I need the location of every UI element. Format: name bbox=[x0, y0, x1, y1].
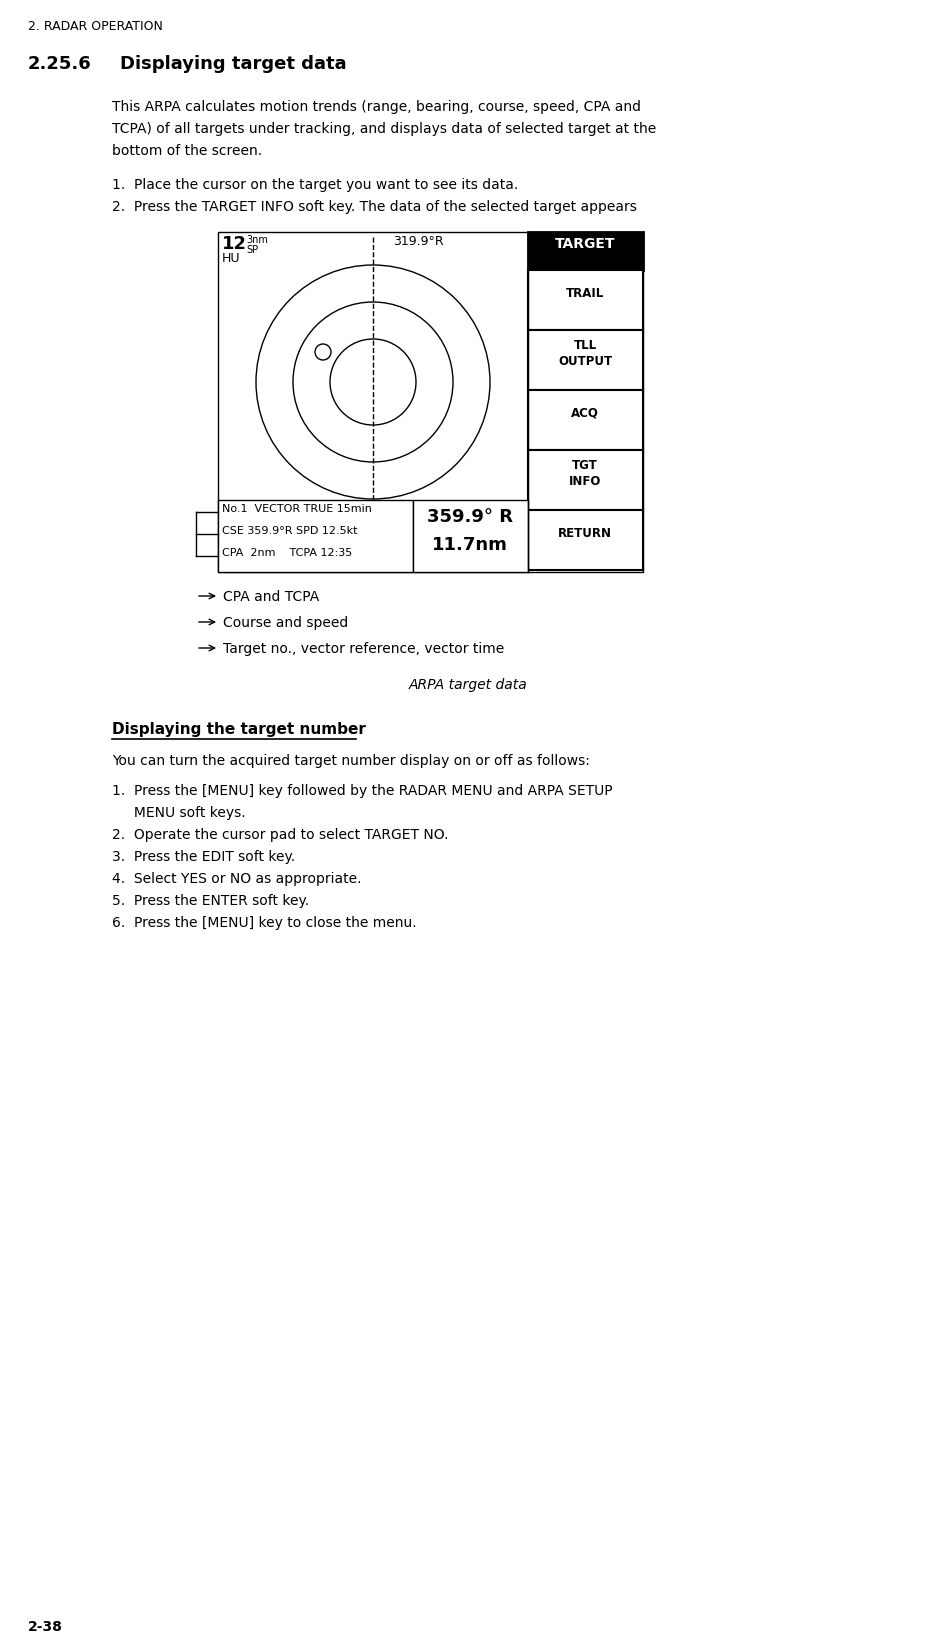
Text: CPA  2nm    TCPA 12:35: CPA 2nm TCPA 12:35 bbox=[222, 547, 352, 557]
Text: 2.25.6: 2.25.6 bbox=[28, 56, 92, 74]
Bar bbox=[218, 500, 413, 572]
Text: HU: HU bbox=[222, 252, 241, 265]
Text: Course and speed: Course and speed bbox=[223, 616, 348, 631]
Text: 359.9° R: 359.9° R bbox=[427, 508, 512, 526]
Text: SP: SP bbox=[246, 245, 257, 255]
Bar bbox=[218, 232, 642, 572]
Text: TGT
INFO: TGT INFO bbox=[568, 459, 601, 487]
Text: CPA and TCPA: CPA and TCPA bbox=[223, 590, 319, 605]
Text: 6.  Press the [MENU] key to close the menu.: 6. Press the [MENU] key to close the men… bbox=[112, 917, 417, 930]
Text: 4.  Select YES or NO as appropriate.: 4. Select YES or NO as appropriate. bbox=[112, 873, 361, 886]
Text: TARGET: TARGET bbox=[554, 237, 615, 252]
Text: ARPA target data: ARPA target data bbox=[408, 678, 527, 693]
Bar bbox=[528, 510, 642, 570]
Text: Target no., vector reference, vector time: Target no., vector reference, vector tim… bbox=[223, 642, 504, 655]
Text: 11.7nm: 11.7nm bbox=[431, 536, 507, 554]
Text: Displaying the target number: Displaying the target number bbox=[112, 722, 365, 737]
Text: This ARPA calculates motion trends (range, bearing, course, speed, CPA and: This ARPA calculates motion trends (rang… bbox=[112, 100, 640, 114]
Bar bbox=[528, 270, 642, 330]
Bar bbox=[528, 232, 642, 270]
Text: bottom of the screen.: bottom of the screen. bbox=[112, 144, 262, 158]
Text: 2. RADAR OPERATION: 2. RADAR OPERATION bbox=[28, 20, 163, 33]
Text: No.1  VECTOR TRUE 15min: No.1 VECTOR TRUE 15min bbox=[222, 503, 372, 515]
Text: TCPA) of all targets under tracking, and displays data of selected target at the: TCPA) of all targets under tracking, and… bbox=[112, 123, 655, 136]
Text: 2.  Operate the cursor pad to select TARGET NO.: 2. Operate the cursor pad to select TARG… bbox=[112, 828, 448, 842]
Text: 3nm: 3nm bbox=[246, 235, 268, 245]
Text: 12: 12 bbox=[222, 235, 247, 253]
Text: 2-38: 2-38 bbox=[28, 1619, 63, 1634]
Bar bbox=[413, 500, 528, 572]
Text: 5.  Press the ENTER soft key.: 5. Press the ENTER soft key. bbox=[112, 894, 309, 909]
Text: 3.  Press the EDIT soft key.: 3. Press the EDIT soft key. bbox=[112, 850, 295, 864]
Text: TRAIL: TRAIL bbox=[565, 286, 604, 299]
Bar bbox=[528, 391, 642, 449]
Text: 319.9°R: 319.9°R bbox=[392, 235, 443, 248]
Bar bbox=[528, 449, 642, 510]
Text: TLL
OUTPUT: TLL OUTPUT bbox=[557, 338, 611, 368]
Text: MENU soft keys.: MENU soft keys. bbox=[112, 806, 245, 820]
Text: RETURN: RETURN bbox=[558, 526, 611, 539]
Text: 1.  Press the [MENU] key followed by the RADAR MENU and ARPA SETUP: 1. Press the [MENU] key followed by the … bbox=[112, 784, 612, 797]
Text: ACQ: ACQ bbox=[570, 407, 598, 420]
Text: CSE 359.9°R SPD 12.5kt: CSE 359.9°R SPD 12.5kt bbox=[222, 526, 358, 536]
Text: Displaying target data: Displaying target data bbox=[120, 56, 346, 74]
Bar bbox=[528, 330, 642, 391]
Text: You can turn the acquired target number display on or off as follows:: You can turn the acquired target number … bbox=[112, 753, 590, 768]
Text: 1.  Place the cursor on the target you want to see its data.: 1. Place the cursor on the target you wa… bbox=[112, 178, 518, 193]
Text: 2.  Press the TARGET INFO soft key. The data of the selected target appears: 2. Press the TARGET INFO soft key. The d… bbox=[112, 199, 636, 214]
